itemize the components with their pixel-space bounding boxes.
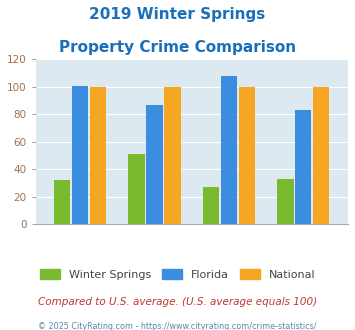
Bar — [295, 110, 311, 224]
Legend: Winter Springs, Florida, National: Winter Springs, Florida, National — [35, 265, 320, 284]
Text: 2019 Winter Springs: 2019 Winter Springs — [89, 7, 266, 21]
Bar — [72, 85, 88, 224]
Text: © 2025 CityRating.com - https://www.cityrating.com/crime-statistics/: © 2025 CityRating.com - https://www.city… — [38, 322, 317, 330]
Text: Compared to U.S. average. (U.S. average equals 100): Compared to U.S. average. (U.S. average … — [38, 297, 317, 307]
Bar — [203, 187, 219, 224]
Bar — [54, 181, 70, 224]
Bar — [313, 87, 329, 224]
Text: Property Crime Comparison: Property Crime Comparison — [59, 40, 296, 54]
Bar — [221, 76, 237, 224]
Bar — [129, 154, 145, 224]
Bar — [90, 87, 106, 224]
Bar — [277, 179, 294, 224]
Bar — [146, 105, 163, 224]
Bar — [239, 87, 255, 224]
Bar — [164, 87, 181, 224]
